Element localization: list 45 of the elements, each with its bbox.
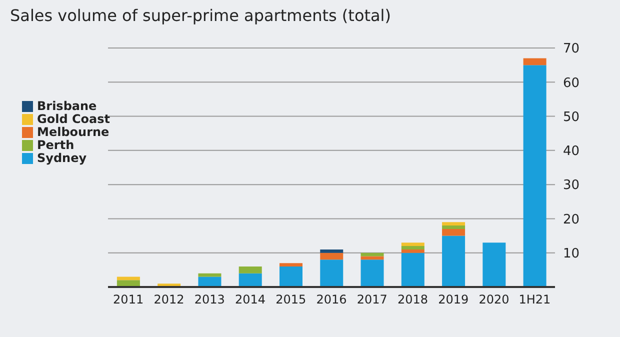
x-tick-label: 2015 [276,292,306,307]
bar [401,252,424,287]
bar [523,65,546,287]
x-tick-label: 2019 [438,292,469,307]
legend-label: Sydney [37,151,87,165]
bar [360,260,384,287]
bar [523,58,546,66]
x-tick-label: 2012 [154,292,184,307]
bar [238,266,262,274]
bar [320,252,344,260]
chart-title: Sales volume of super-prime apartments (total) [10,6,391,25]
bar [401,246,424,250]
x-tick-label: 2017 [356,292,388,307]
legend-label: Melbourne [37,125,110,139]
y-tick-label: 20 [563,212,580,228]
x-tick-label: 2014 [234,292,266,307]
bar [442,226,466,229]
bar [482,242,506,287]
x-tick-label: 2020 [478,292,510,307]
bar [401,242,424,246]
legend-label: Brisbane [37,99,97,113]
bar [320,260,344,287]
y-tick-label: 30 [563,178,580,194]
bar [442,236,466,287]
y-tick-label: 40 [563,144,580,160]
legend-label: Perth [37,138,74,152]
x-tick-label: 2018 [398,292,428,307]
x-tick-label: 2016 [316,292,347,307]
y-tick-label: 60 [563,76,580,91]
y-tick-label: 50 [563,110,580,125]
x-tick-label: 1H21 [518,292,551,307]
bar [442,228,466,236]
bar [401,249,424,253]
bar [238,273,262,287]
bar [320,249,344,253]
y-tick-label: 70 [563,42,580,57]
bar [442,222,466,226]
bar [279,263,302,267]
y-tick-label: 10 [563,246,580,262]
legend-label: Gold Coast [37,112,110,126]
bar [279,266,302,287]
x-tick-label: 2013 [194,292,225,307]
bar [360,252,384,256]
x-tick-label: 2011 [113,292,144,307]
bar [198,273,222,277]
